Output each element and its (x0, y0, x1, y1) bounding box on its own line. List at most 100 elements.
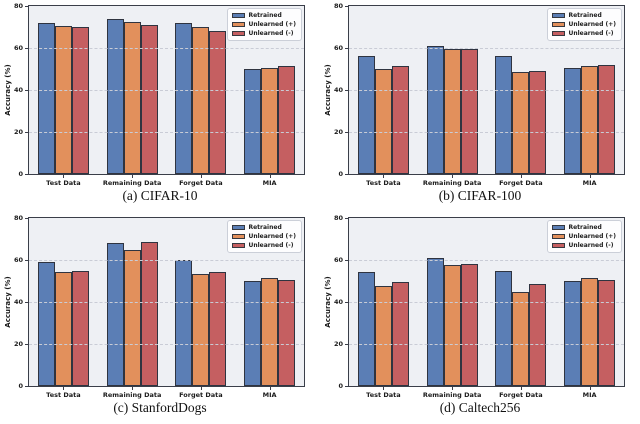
y-tick-label: 80 (333, 213, 343, 222)
legend: Retrained Unlearned (+) Unlearned (-) (227, 220, 302, 253)
y-tick-label: 80 (13, 1, 23, 10)
y-axis-label: Accuracy (%) (324, 276, 332, 328)
x-tick-label-remaining-data: Remaining Data (422, 391, 482, 399)
gridline-20 (29, 132, 304, 133)
legend-item-unlearned: Unlearned (+) (232, 233, 296, 240)
bar-unlearned-forget-data (192, 273, 210, 386)
y-tick-label: 0 (338, 169, 343, 178)
y-tick-mark (25, 132, 28, 133)
gridline-20 (349, 132, 624, 133)
legend-label-retrained: Retrained (568, 12, 602, 19)
legend-swatch-retrained (552, 13, 566, 18)
x-tick-label-test-data: Test Data (46, 391, 81, 399)
y-tick-label: 60 (333, 255, 343, 264)
bar-unlearned-forget-data (192, 27, 210, 174)
bar-unlearned-remaining-data (443, 49, 461, 174)
x-tick-mark (383, 387, 385, 390)
x-tick-label-test-data: Test Data (46, 179, 81, 187)
bar-retrained-test-data (357, 271, 375, 386)
subplot-stanforddogs: Retrained Unlearned (+) Unlearned (-) 0 20 40… (0, 212, 320, 424)
bar-unlearned-test-data (54, 271, 72, 386)
y-tick-mark (25, 90, 28, 91)
y-tick-label: 40 (333, 297, 343, 306)
bar-retrained-test-data (357, 56, 375, 174)
legend-label-unlearned: Unlearned (+) (568, 21, 616, 28)
legend-swatch-retrained (232, 225, 246, 230)
y-tick-label: 0 (338, 381, 343, 390)
x-tick-label-forget-data: Forget Data (179, 391, 223, 399)
bar-unlearned-mia (581, 277, 599, 386)
x-tick-label-mia: MIA (262, 179, 277, 187)
bar-unlearned-mia (278, 279, 296, 386)
y-tick-mark (345, 218, 348, 219)
x-tick-mark (200, 175, 202, 178)
legend-item-unlearned: Unlearned (-) (552, 242, 616, 249)
legend-label-unlearned: Unlearned (-) (568, 30, 614, 37)
bar-unlearned-forget-data (512, 291, 530, 386)
x-tick-mark (132, 387, 134, 390)
legend-swatch-unlearned (232, 31, 246, 36)
gridline-60 (349, 48, 624, 49)
bar-unlearned-test-data (391, 282, 409, 386)
y-tick-label: 20 (13, 339, 23, 348)
bar-retrained-test-data (37, 22, 55, 174)
y-tick-label: 80 (13, 213, 23, 222)
bar-retrained-forget-data (175, 22, 193, 174)
bar-unlearned-forget-data (512, 72, 530, 174)
bar-retrained-remaining-data (426, 45, 444, 174)
bar-unlearned-remaining-data (443, 265, 461, 386)
legend-swatch-unlearned (232, 22, 246, 27)
gridline-60 (29, 260, 304, 261)
bar-unlearned-remaining-data (460, 49, 478, 174)
x-tick-label-forget-data: Forget Data (499, 179, 543, 187)
y-tick-mark (345, 386, 348, 387)
plot-area: Retrained Unlearned (+) Unlearned (-) (28, 5, 305, 175)
x-tick-mark (589, 175, 591, 178)
x-tick-label-mia: MIA (582, 391, 597, 399)
y-tick-label: 40 (13, 85, 23, 94)
x-tick-label-remaining-data: Remaining Data (102, 179, 162, 187)
gridline-60 (349, 260, 624, 261)
bar-unlearned-remaining-data (460, 264, 478, 386)
bar-unlearned-mia (261, 67, 279, 174)
y-tick-mark (345, 174, 348, 175)
legend-label-unlearned: Unlearned (+) (568, 233, 616, 240)
x-tick-label-mia: MIA (262, 391, 277, 399)
y-tick-mark (345, 260, 348, 261)
bar-unlearned-test-data (374, 69, 392, 174)
legend-item-retrained: Retrained (552, 12, 616, 19)
chart-canvas-caltech256: Retrained Unlearned (+) Unlearned (-) 0 20 40… (320, 212, 640, 424)
bar-unlearned-test-data (71, 270, 89, 386)
bar-retrained-mia (564, 67, 582, 174)
subplot-caption-a: (a) CIFAR-10 (122, 188, 198, 203)
x-tick-mark (269, 175, 271, 178)
bar-unlearned-forget-data (529, 284, 547, 386)
x-tick-label-forget-data: Forget Data (179, 179, 223, 187)
gridline-20 (29, 344, 304, 345)
legend-swatch-unlearned (552, 243, 566, 248)
y-tick-mark (345, 302, 348, 303)
bar-unlearned-remaining-data (140, 24, 158, 174)
y-tick-mark (25, 6, 28, 7)
x-tick-mark (132, 175, 134, 178)
bar-retrained-remaining-data (426, 257, 444, 386)
legend-item-retrained: Retrained (552, 224, 616, 231)
bar-unlearned-test-data (374, 286, 392, 386)
bar-unlearned-test-data (71, 27, 89, 174)
y-tick-label: 60 (333, 43, 343, 52)
y-axis-label: Accuracy (%) (324, 64, 332, 116)
bar-unlearned-forget-data (209, 31, 227, 174)
legend-label-unlearned: Unlearned (+) (248, 21, 296, 28)
plot-area: Retrained Unlearned (+) Unlearned (-) (348, 5, 625, 175)
y-tick-label: 0 (18, 381, 23, 390)
legend-item-unlearned: Unlearned (+) (552, 233, 616, 240)
chart-canvas-cifar10: Retrained Unlearned (+) Unlearned (-) 0 20 40… (0, 0, 320, 212)
legend-swatch-retrained (232, 13, 246, 18)
y-tick-mark (25, 260, 28, 261)
bar-unlearned-remaining-data (123, 21, 141, 174)
gridline-40 (349, 90, 624, 91)
x-tick-label-test-data: Test Data (366, 391, 401, 399)
subplot-caltech256: Retrained Unlearned (+) Unlearned (-) 0 20 40… (320, 212, 640, 424)
y-tick-mark (345, 90, 348, 91)
legend-label-retrained: Retrained (248, 12, 282, 19)
